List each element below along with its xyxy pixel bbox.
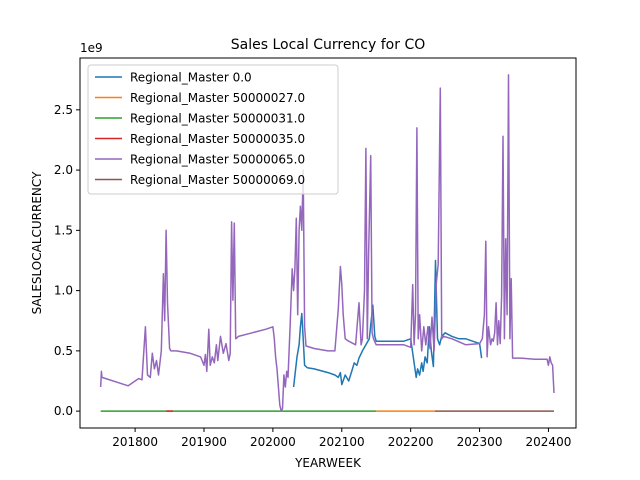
x-tick-label: 202000 xyxy=(250,435,296,449)
y-tick-label: 2.5 xyxy=(54,103,73,117)
x-tick-label: 202100 xyxy=(319,435,365,449)
legend-label: Regional_Master 50000031.0 xyxy=(130,112,305,126)
y-axis-ticks: 0.0 0.5 1.0 1.5 2.0 2.5 xyxy=(54,103,80,418)
y-tick-label: 1.0 xyxy=(54,284,73,298)
y-tick-label: 0.5 xyxy=(54,344,73,358)
series-line-0 xyxy=(292,259,483,388)
plot-frame xyxy=(79,57,577,429)
series-line-4 xyxy=(99,74,555,412)
x-tick-label: 202200 xyxy=(388,435,434,449)
legend-label: Regional_Master 50000035.0 xyxy=(130,132,305,146)
x-tick-label: 201900 xyxy=(181,435,227,449)
legend-label: Regional_Master 0.0 xyxy=(130,71,252,85)
x-axis-ticks: 201800 201900 202000 202100 202200 202300 2024… xyxy=(112,428,571,449)
x-tick-label: 202300 xyxy=(457,435,503,449)
legend-label: Regional_Master 50000065.0 xyxy=(130,153,305,167)
chart-title: Sales Local Currency for CO xyxy=(231,37,425,53)
y-tick-label: 2.0 xyxy=(54,163,73,177)
y-tick-label: 1.5 xyxy=(54,223,73,237)
legend-label: Regional_Master 50000069.0 xyxy=(130,173,305,187)
y-axis-offset-label: 1e9 xyxy=(80,41,103,55)
x-tick-label: 201800 xyxy=(112,435,158,449)
legend: Regional_Master 0.0 Regional_Master 50000… xyxy=(87,64,339,195)
y-axis-label: SALESLOCALCURRENCY xyxy=(30,171,44,314)
y-tick-label: 0.0 xyxy=(54,404,73,418)
x-tick-label: 202400 xyxy=(526,435,572,449)
legend-label: Regional_Master 50000027.0 xyxy=(130,91,305,105)
series-layer xyxy=(99,74,555,412)
legend-box xyxy=(87,64,339,195)
x-axis-label: YEARWEEK xyxy=(294,456,362,470)
